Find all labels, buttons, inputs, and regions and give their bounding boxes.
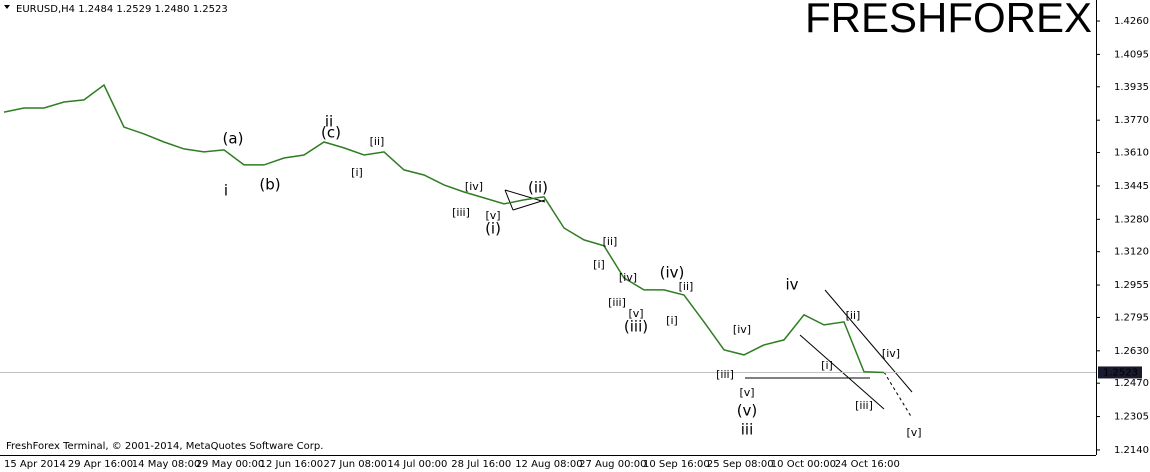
- x-tick-label: 27 Aug 00:00: [579, 459, 646, 470]
- menu-arrow: [4, 5, 10, 9]
- x-tick-label: 12 Aug 08:00: [515, 459, 582, 470]
- wave-label: [iv]: [619, 271, 637, 284]
- wave-label: [iv]: [465, 180, 483, 193]
- channel-line: [824, 289, 913, 393]
- wave-label: [iii]: [452, 206, 470, 219]
- y-tick-label: 1.2470: [1114, 378, 1149, 389]
- y-tick-label: 1.3770: [1114, 115, 1149, 126]
- y-tick-label: 1.3445: [1114, 181, 1149, 192]
- x-tick-label: 29 May 00:00: [196, 459, 265, 470]
- wave-label: (b): [259, 176, 280, 194]
- x-tick-label: 29 Apr 16:00: [68, 459, 133, 470]
- y-tick-label: 1.3610: [1114, 148, 1149, 159]
- wave-label: iii: [741, 421, 754, 439]
- price-line: [3, 83, 885, 374]
- wave-label: [i]: [351, 166, 363, 179]
- wave-label: (ii): [528, 179, 548, 197]
- triangle-line: [504, 189, 546, 203]
- x-tick-label: 15 Apr 2014: [4, 459, 66, 470]
- wave-label: [ii]: [370, 135, 385, 148]
- x-tick-label: 14 Jul 00:00: [387, 459, 447, 470]
- projection-line: [883, 371, 913, 419]
- wave-label: [v]: [906, 426, 921, 439]
- y-tick-label: 1.4095: [1114, 49, 1149, 60]
- wave-label: (i): [485, 220, 501, 238]
- wave-label: ii: [325, 113, 333, 131]
- y-tick-label: 1.4260: [1114, 16, 1149, 27]
- x-tick-label: 25 Sep 08:00: [707, 459, 774, 470]
- y-tick-label: 1.2305: [1114, 412, 1149, 423]
- triangle-line: [504, 189, 514, 211]
- wave-label: [iii]: [608, 296, 626, 309]
- x-tick-label: 27 Jun 08:00: [324, 459, 388, 470]
- y-tick-label: 1.2795: [1114, 312, 1149, 323]
- last-price-label: 1.2523: [1103, 367, 1138, 378]
- x-tick-label: 10 Oct 00:00: [771, 459, 836, 470]
- wave-label: [iii]: [855, 399, 873, 412]
- chart-title: EURUSD,H4 1.2484 1.2529 1.2480 1.2523: [16, 4, 228, 15]
- x-tick-label: 14 May 08:00: [132, 459, 201, 470]
- wave-label: (c): [321, 124, 341, 142]
- x-tick-label: 10 Sep 16:00: [643, 459, 710, 470]
- y-tick-label: 1.2140: [1114, 445, 1149, 456]
- wave-label: [v]: [628, 307, 643, 320]
- wave-label: iv: [785, 276, 798, 294]
- wave-label: (iv): [660, 264, 685, 282]
- x-tick-label: 28 Jul 16:00: [451, 459, 511, 470]
- y-tick-label: 1.3120: [1114, 247, 1149, 258]
- wave-label: [ii]: [679, 280, 694, 293]
- wave-label: [i]: [821, 359, 833, 372]
- wave-label: [iv]: [733, 323, 751, 336]
- wave-label: [ii]: [846, 309, 861, 322]
- wave-label: (a): [223, 130, 244, 148]
- wave-label: [v]: [739, 386, 754, 399]
- y-tick-label: 1.2955: [1114, 280, 1149, 291]
- wave-label: [i]: [593, 258, 605, 271]
- wave-label: [iii]: [716, 368, 734, 381]
- footer: FreshForex Terminal, © 2001-2014, MetaQu…: [6, 441, 323, 452]
- last-price-box: [1098, 366, 1142, 379]
- wave-label: [iv]: [882, 347, 900, 360]
- wave-label: [ii]: [603, 235, 618, 248]
- wave-label: [v]: [485, 209, 500, 222]
- y-tick-label: 1.2630: [1114, 346, 1149, 357]
- watermark: FRESHFOREX: [805, 0, 1092, 41]
- wave-label: (iii): [624, 318, 648, 336]
- y-tick-label: 1.3935: [1114, 82, 1149, 93]
- x-tick-label: 12 Jun 16:00: [260, 459, 324, 470]
- wave-label: i: [224, 182, 228, 200]
- triangle-line: [512, 199, 546, 211]
- y-tick-label: 1.3280: [1114, 214, 1149, 225]
- x-tick-label: 24 Oct 16:00: [835, 459, 900, 470]
- wave-label: [i]: [666, 314, 678, 327]
- wave-label: (v): [737, 402, 758, 420]
